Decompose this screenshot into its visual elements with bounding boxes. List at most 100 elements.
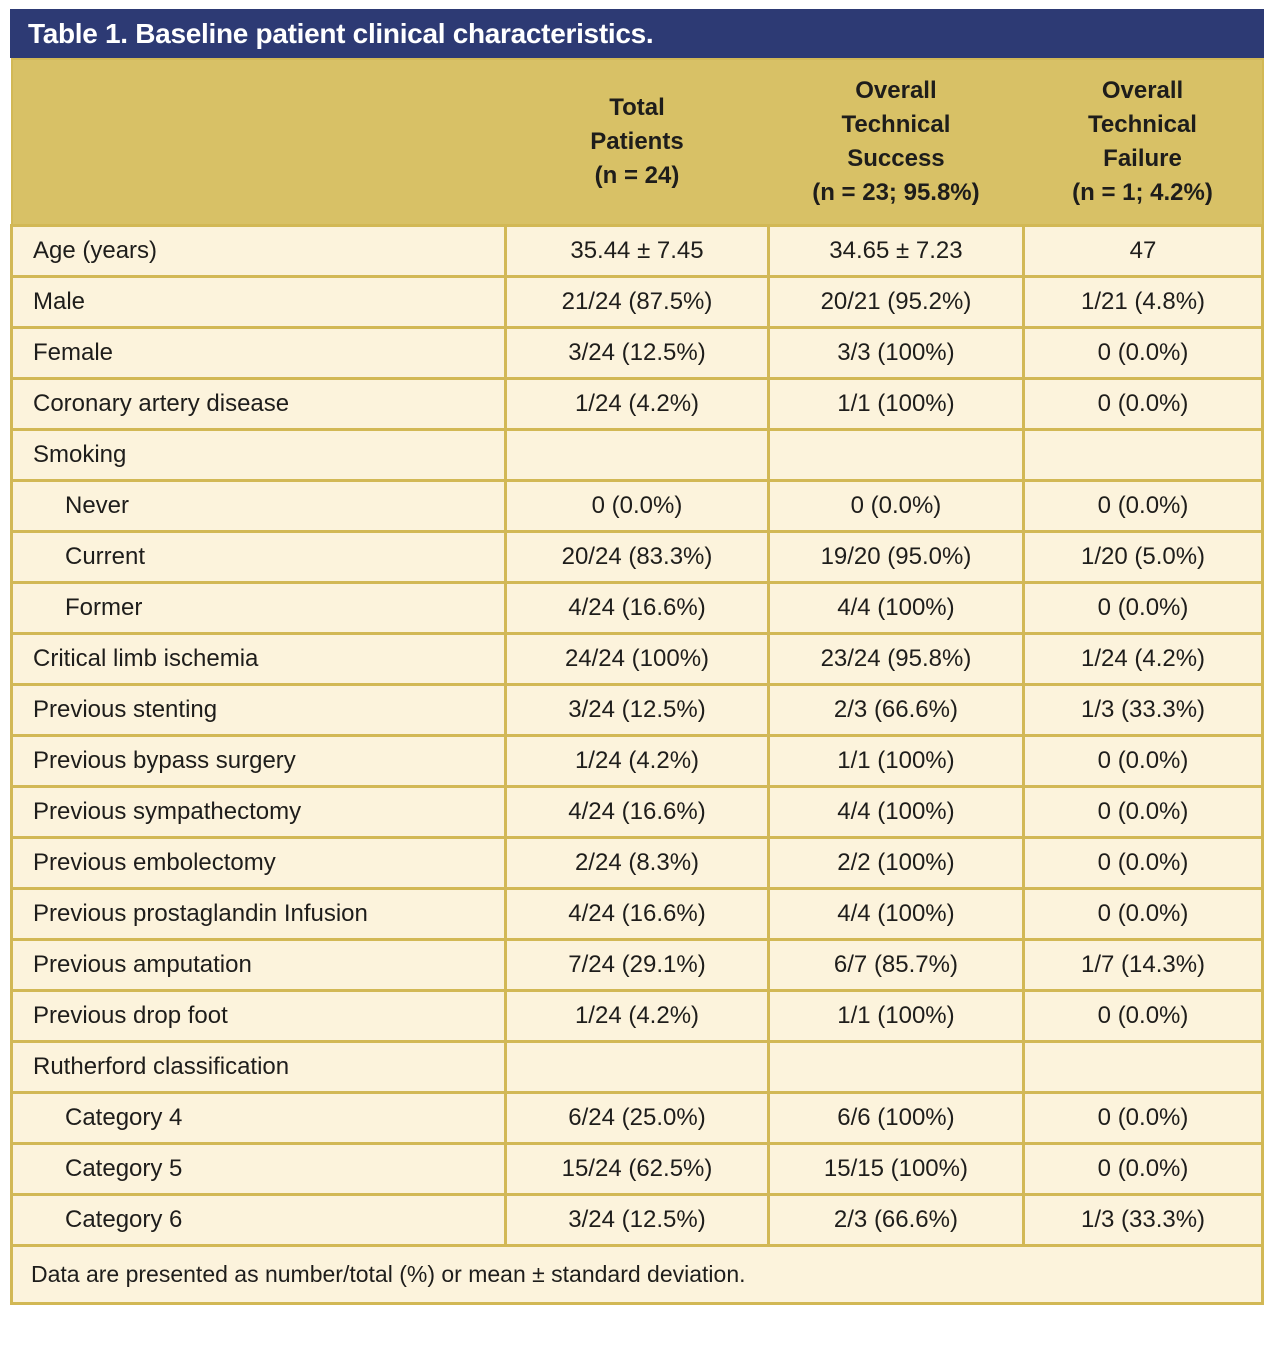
cell-value: 1/3 (33.3%): [1022, 682, 1264, 737]
cell-value: 0 (0.0%): [1022, 1141, 1264, 1196]
row-label: Rutherford classification: [9, 1039, 508, 1094]
table-row: Male 21/24 (87.5%) 20/21 (95.2%) 1/21 (4.8%…: [9, 274, 1264, 329]
cell-value: 0 (0.0%): [1022, 376, 1264, 431]
table-row: Previous stenting 3/24 (12.5%) 2/3 (66.6%)…: [9, 682, 1264, 737]
cell-value: 1/24 (4.2%): [504, 733, 770, 788]
row-label: Category 4: [9, 1090, 508, 1145]
table-row: Smoking: [9, 427, 1264, 482]
row-label: Previous amputation: [9, 937, 508, 992]
cell-value: 3/3 (100%): [766, 325, 1026, 380]
cell-value: 4/4 (100%): [766, 580, 1026, 635]
table-row: Rutherford classification: [9, 1039, 1264, 1094]
table-row: Never 0 (0.0%) 0 (0.0%) 0 (0.0%): [9, 478, 1264, 533]
table-row: Previous sympathectomy 4/24 (16.6%) 4/4 (1…: [9, 784, 1264, 839]
table-row: Previous drop foot 1/24 (4.2%) 1/1 (100%) 0…: [9, 988, 1264, 1043]
cell-value: 1/24 (4.2%): [1022, 631, 1264, 686]
cell-value: 0 (0.0%): [1022, 988, 1264, 1043]
table-row: Critical limb ischemia 24/24 (100%) 23/24 …: [9, 631, 1264, 686]
header-overall-technical-failure: Overall Technical Failure (n = 1; 4.2%): [1023, 59, 1263, 225]
cell-value: 0 (0.0%): [1022, 325, 1264, 380]
table-row: Female 3/24 (12.5%) 3/3 (100%) 0 (0.0%): [9, 325, 1264, 380]
cell-value: 6/6 (100%): [766, 1090, 1026, 1145]
cell-value: 6/7 (85.7%): [766, 937, 1026, 992]
row-label: Previous stenting: [9, 682, 508, 737]
cell-value: 3/24 (12.5%): [504, 1192, 770, 1247]
cell-value: 2/24 (8.3%): [504, 835, 770, 890]
cell-value: 15/24 (62.5%): [504, 1141, 770, 1196]
cell-value: 0 (0.0%): [1022, 733, 1264, 788]
cell-value: 1/24 (4.2%): [504, 376, 770, 431]
row-label: Coronary artery disease: [9, 376, 508, 431]
cell-value: 20/24 (83.3%): [504, 529, 770, 584]
table-row: Previous bypass surgery 1/24 (4.2%) 1/1 (1…: [9, 733, 1264, 788]
cell-value: 1/1 (100%): [766, 376, 1026, 431]
row-label: Previous sympathectomy: [9, 784, 508, 839]
cell-value: 1/7 (14.3%): [1022, 937, 1264, 992]
cell-value: 1/1 (100%): [766, 733, 1026, 788]
row-label: Category 6: [9, 1192, 508, 1247]
cell-value: 1/24 (4.2%): [504, 988, 770, 1043]
table-row: Category 5 15/24 (62.5%) 15/15 (100%) 0 (0.…: [9, 1141, 1264, 1196]
cell-value: [504, 427, 770, 482]
table-row: Category 4 6/24 (25.0%) 6/6 (100%) 0 (0.0%): [9, 1090, 1264, 1145]
table-title: Table 1. Baseline patient clinical chara…: [28, 17, 654, 49]
cell-value: 0 (0.0%): [1022, 478, 1264, 533]
row-label: Former: [9, 580, 508, 635]
cell-value: 23/24 (95.8%): [766, 631, 1026, 686]
page: Table 1. Baseline patient clinical chara…: [9, 9, 1264, 1305]
header-total-patients: Total Patients (n = 24): [505, 59, 769, 225]
header-empty-cell: [11, 59, 506, 225]
footnote: Data are presented as number/total (%) o…: [10, 1243, 1264, 1305]
row-label: Smoking: [9, 427, 508, 482]
cell-value: 24/24 (100%): [504, 631, 770, 686]
clinical-characteristics-table: Total Patients (n = 24) Overall Technica…: [9, 58, 1264, 1305]
cell-value: 0 (0.0%): [1022, 784, 1264, 839]
cell-value: 35.44 ± 7.45: [504, 223, 770, 278]
column-header-row: Total Patients (n = 24) Overall Technica…: [11, 59, 1263, 225]
row-label: Current: [9, 529, 508, 584]
cell-value: 34.65 ± 7.23: [766, 223, 1026, 278]
table-row: Former 4/24 (16.6%) 4/4 (100%) 0 (0.0%): [9, 580, 1264, 635]
row-label: Age (years): [9, 223, 508, 278]
cell-value: 0 (0.0%): [1022, 1090, 1264, 1145]
cell-value: 4/4 (100%): [766, 886, 1026, 941]
cell-value: 0 (0.0%): [1022, 886, 1264, 941]
cell-value: 0 (0.0%): [1022, 835, 1264, 890]
cell-value: 0 (0.0%): [766, 478, 1026, 533]
row-label: Previous drop foot: [9, 988, 508, 1043]
table-row: Coronary artery disease 1/24 (4.2%) 1/1 (1…: [9, 376, 1264, 431]
cell-value: 19/20 (95.0%): [766, 529, 1026, 584]
row-label: Category 5: [9, 1141, 508, 1196]
cell-value: 4/24 (16.6%): [504, 784, 770, 839]
cell-value: 15/15 (100%): [766, 1141, 1026, 1196]
cell-value: 2/3 (66.6%): [766, 682, 1026, 737]
cell-value: 2/2 (100%): [766, 835, 1026, 890]
cell-value: [504, 1039, 770, 1094]
cell-value: 4/24 (16.6%): [504, 580, 770, 635]
cell-value: [766, 1039, 1026, 1094]
row-label: Never: [9, 478, 508, 533]
cell-value: 4/24 (16.6%): [504, 886, 770, 941]
cell-value: 3/24 (12.5%): [504, 325, 770, 380]
cell-value: 21/24 (87.5%): [504, 274, 770, 329]
cell-value: [1022, 427, 1264, 482]
table-row: Current 20/24 (83.3%) 19/20 (95.0%) 1/20 (5…: [9, 529, 1264, 584]
row-label: Critical limb ischemia: [9, 631, 508, 686]
cell-value: 0 (0.0%): [1022, 580, 1264, 635]
table-row: Category 6 3/24 (12.5%) 2/3 (66.6%) 1/3 (33…: [9, 1192, 1264, 1247]
table-title-bar: Table 1. Baseline patient clinical chara…: [10, 9, 1264, 58]
table-row: Previous embolectomy 2/24 (8.3%) 2/2 (100%…: [9, 835, 1264, 890]
table-row: Previous amputation 7/24 (29.1%) 6/7 (85.7…: [9, 937, 1264, 992]
cell-value: [1022, 1039, 1264, 1094]
cell-value: 6/24 (25.0%): [504, 1090, 770, 1145]
cell-value: 1/21 (4.8%): [1022, 274, 1264, 329]
cell-value: 2/3 (66.6%): [766, 1192, 1026, 1247]
cell-value: 3/24 (12.5%): [504, 682, 770, 737]
table-row: Previous prostaglandin Infusion 4/24 (16.…: [9, 886, 1264, 941]
cell-value: 1/3 (33.3%): [1022, 1192, 1264, 1247]
footnote-row: Data are presented as number/total (%) o…: [10, 1243, 1264, 1305]
cell-value: 47: [1022, 223, 1264, 278]
row-label: Male: [9, 274, 508, 329]
row-label: Female: [9, 325, 508, 380]
cell-value: 20/21 (95.2%): [766, 274, 1026, 329]
